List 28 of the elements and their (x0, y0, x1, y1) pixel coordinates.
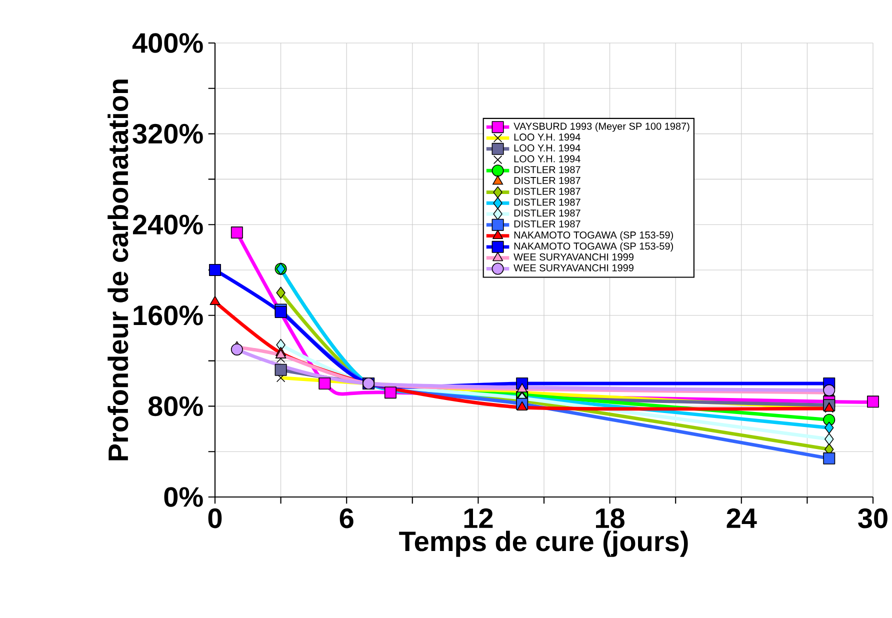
y-axis-title: Profondeur de carbonatation (108, 80, 128, 460)
legend-label: DISTLER 1987 (514, 198, 580, 206)
legend-label: VAYSBURD 1993 (Meyer SP 100 1987) (514, 122, 690, 132)
legend-label: DISTLER 1987 (514, 166, 580, 174)
legend-label: WEE SURYAVANCHI 1999 (514, 264, 634, 272)
legend-label: DISTLER 1987 (514, 209, 580, 217)
x-tick-label: 6 (340, 508, 354, 528)
x-tick-label: 18 (596, 508, 624, 528)
legend-label: DISTLER 1987 (514, 176, 580, 184)
legend-label: LOO Y.H. 1994 (514, 144, 580, 152)
x-tick-label: 24 (726, 508, 757, 528)
legend-label: DISTLER 1987 (514, 188, 580, 195)
y-tick-label: 80% (148, 396, 203, 416)
x-tick-label: 30 (858, 508, 888, 528)
legend-label: LOO Y.H. 1994 (514, 134, 580, 141)
x-axis-title: Temps de cure (jours) (399, 530, 688, 557)
y-tick-label: 240% (132, 214, 203, 235)
x-tick-label: 0 (208, 508, 222, 528)
y-tick-label: 0% (164, 487, 203, 507)
legend-label: NAKAMOTO TOGAWA (SP 153-59) (514, 242, 673, 252)
x-tick-label: 12 (464, 508, 493, 528)
legend-label: LOO Y.H. 1994 (514, 155, 580, 162)
legend-label: WEE SURYAVANCHI 1999 (514, 253, 634, 261)
legend-label: NAKAMOTO TOGAWA (SP 153-59) (514, 231, 673, 241)
y-tick-label: 160% (134, 305, 203, 326)
y-tick-label: 400% (132, 33, 203, 53)
y-tick-label: 320% (132, 124, 203, 144)
legend-label: DISTLER 1987 (514, 220, 580, 228)
